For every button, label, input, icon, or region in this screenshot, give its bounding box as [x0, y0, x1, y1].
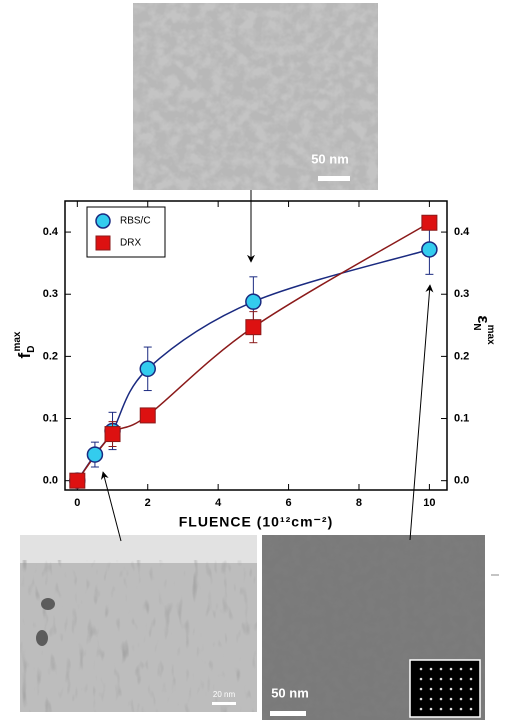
axis-label-text: fDmax [12, 331, 37, 358]
diffraction-spot [420, 698, 423, 701]
label-sup: max [12, 331, 23, 351]
diffraction-spot [470, 708, 473, 711]
diffraction-spot [430, 688, 433, 691]
fit-line [77, 223, 429, 481]
data-point [140, 361, 155, 376]
scale-label: 50 nm [311, 151, 349, 166]
data-point [87, 447, 102, 462]
diffraction-spot [430, 708, 433, 711]
tem-image-bottom-left: 20 nm [20, 535, 257, 712]
y-tick-label: 0.0 [43, 475, 58, 487]
y-tick-label: 0.1 [43, 412, 58, 424]
label-main: ε [474, 315, 493, 323]
data-point [246, 294, 261, 309]
diffraction-spot [470, 688, 473, 691]
scale-label: 50 nm [271, 685, 309, 700]
y2-tick-label: 0.3 [454, 288, 469, 300]
y2-tick-label: 0.1 [454, 412, 469, 424]
legend-marker [96, 214, 110, 228]
legend-marker [96, 236, 110, 250]
diffraction-spot [440, 688, 443, 691]
diffraction-spot [420, 708, 423, 711]
diffraction-spot [470, 698, 473, 701]
diffraction-spot [430, 668, 433, 671]
diffraction-spot [470, 668, 473, 671]
x-tick-label: 8 [356, 497, 362, 509]
data-point [105, 427, 120, 442]
diffraction-spot [430, 678, 433, 681]
label-sub: D [26, 346, 37, 353]
figure: 50 nm 20 nm 50 nm 0 2 4 6 8 10 0.0 0.1 0.2 0.3 0.4… [0, 0, 509, 722]
axis-label: fDmax [12, 331, 37, 358]
y2-tick-label: 0.4 [454, 226, 470, 238]
scale-label: 20 nm [213, 690, 236, 699]
diffraction-spot [440, 678, 443, 681]
y-tick-label: 0.2 [43, 350, 58, 362]
arrow [103, 472, 121, 541]
y-tick-label: 0.3 [43, 288, 58, 300]
diffraction-spot [440, 708, 443, 711]
data-point [246, 320, 261, 335]
diffraction-spot [420, 678, 423, 681]
diffraction-spot [450, 668, 453, 671]
diffraction-spot [460, 708, 463, 711]
diffraction-spot [450, 688, 453, 691]
diffraction-spot [460, 688, 463, 691]
diffraction-spot [470, 678, 473, 681]
y2-tick-label: 0.2 [454, 350, 469, 362]
diffraction-spot [450, 698, 453, 701]
legend-label: RBS/C [120, 216, 151, 227]
legend-label: DRX [120, 238, 141, 249]
x-tick-label: 6 [286, 497, 292, 509]
data-point [422, 242, 437, 257]
diffraction-spot [460, 678, 463, 681]
diffraction-spot [430, 698, 433, 701]
x-tick-label: 4 [215, 497, 222, 509]
x-tick-label: 0 [74, 497, 80, 509]
diffraction-spot [440, 668, 443, 671]
x-tick-label: 2 [145, 497, 151, 509]
y2-tick-label: 0.0 [454, 475, 469, 487]
diffraction-spot [440, 698, 443, 701]
diffraction-spot [420, 688, 423, 691]
diffraction-spot [460, 668, 463, 671]
page: 50 nm 20 nm 50 nm 0 2 4 6 8 10 0.0 0.1 0.2 0.3 0.4… [0, 0, 509, 722]
diffraction-spot [450, 708, 453, 711]
diffraction-spot [450, 678, 453, 681]
tem-image-bottom-right: 50 nm [262, 535, 485, 720]
tem-image-top: 50 nm [133, 3, 378, 190]
data-point [140, 408, 155, 423]
x-axis-label: FLUENCE (10¹²cm⁻²) [179, 514, 334, 530]
diffraction-spot [420, 668, 423, 671]
diffraction-spot [460, 698, 463, 701]
x-tick-label: 10 [423, 497, 435, 509]
label-sub: N [471, 323, 482, 330]
label-sup: max [485, 325, 496, 345]
data-point [70, 473, 85, 488]
y-tick-label: 0.4 [43, 226, 59, 238]
data-point [422, 215, 437, 230]
